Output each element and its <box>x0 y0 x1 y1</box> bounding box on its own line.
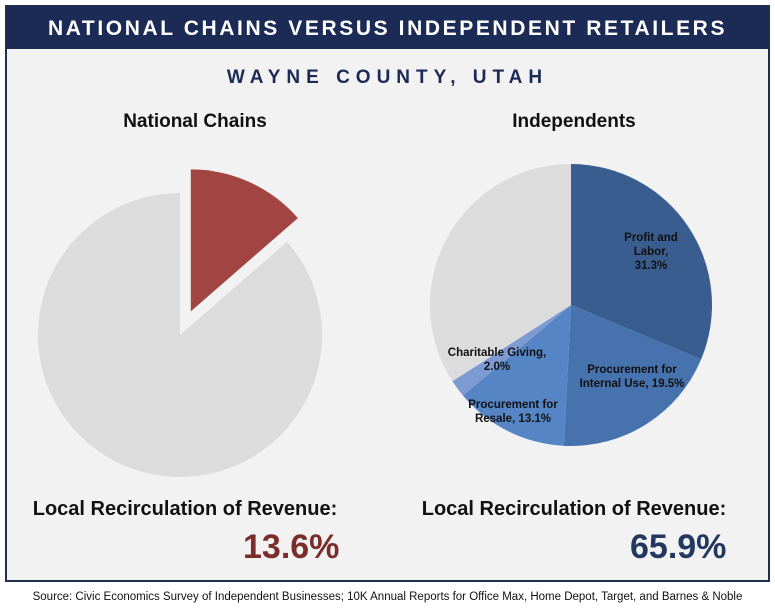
independents-label-charitable-giving: Charitable Giving, 2.0% <box>448 347 546 373</box>
independents-label-procurement-for-internal-use: Procurement for Internal Use, 19.5% <box>580 364 685 390</box>
independents-slice-procurement-for-resale <box>462 305 571 446</box>
independents-label-procurement-for-resale: Procurement for Resale, 13.1% <box>468 399 558 425</box>
chains-recirculation-value: 13.6% <box>243 528 340 566</box>
chains-slice-other <box>38 193 323 477</box>
county-subtitle: WAYNE COUNTY, UTAH <box>226 67 549 88</box>
independents-slice-charitable-giving <box>452 305 571 396</box>
source-note: Source: Civic Economics Survey of Indepe… <box>32 591 743 603</box>
independents-label-profit-and-labor: Profit and Labor, 31.3% <box>624 232 678 272</box>
independents-slice-other <box>430 164 571 382</box>
chains-recirculation-label: Local Recirculation of Revenue: <box>32 498 338 520</box>
independents-recirculation-label: Local Recirculation of Revenue: <box>421 498 727 520</box>
independents-slice-profit-and-labor <box>571 164 713 360</box>
independents-slice-procurement-for-internal-use <box>563 305 702 446</box>
banner-title: NATIONAL CHAINS VERSUS INDEPENDENT RETAI… <box>7 7 768 49</box>
independents-chart-title: Independents <box>512 111 636 132</box>
chains-chart-title: National Chains <box>123 111 267 132</box>
independents-recirculation-value: 65.9% <box>630 528 727 566</box>
chains-slice-local-recirculation <box>190 169 298 312</box>
